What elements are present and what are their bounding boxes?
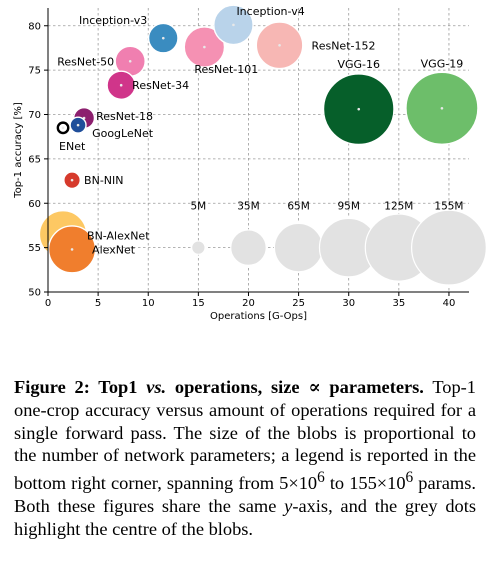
x-tick-label: 40 xyxy=(443,298,456,309)
caption-italic-y: y xyxy=(284,496,293,517)
y-tick-label: 60 xyxy=(28,199,41,210)
caption-body-2: to 155×10 xyxy=(324,473,406,494)
caption-exponent-1: 6 xyxy=(317,469,325,487)
legend-blob xyxy=(273,222,324,273)
x-tick-label: 20 xyxy=(242,298,255,309)
size-legend: 5M 35M 65M 95M 125M 155M xyxy=(190,201,487,286)
caption-title-vs: vs. xyxy=(146,377,167,397)
blob-centre-dot xyxy=(61,126,65,130)
caption-title-part1: Top1 xyxy=(98,377,147,397)
x-axis-title: Operations [G-Ops] xyxy=(210,311,307,322)
blob-label: Inception-v3 xyxy=(79,14,147,27)
blob-label: ResNet-18 xyxy=(96,110,153,123)
blob-label: ResNet-152 xyxy=(312,39,376,52)
blob-label: Inception-v4 xyxy=(236,5,304,18)
blob-centre-dot xyxy=(119,83,123,87)
blob-label: ENet xyxy=(59,140,86,153)
caption-figure-number: Figure 2: xyxy=(14,377,99,397)
blob-label: GoogLeNet xyxy=(92,127,154,140)
blobs xyxy=(38,4,479,274)
figure-caption: Figure 2: Top1 vs. operations, size ∝ pa… xyxy=(14,376,476,541)
caption-body-4: -axis, and the grey dots highlight the c… xyxy=(14,496,477,539)
labels: Inception-v4 Inception-v3 ResNet-152 ResNet… xyxy=(57,5,463,257)
chart: 5M 35M 65M 95M 125M 155M 0 5 10 15 20 25 30 35 40 50 55… xyxy=(13,4,487,322)
x-tick-label: 5 xyxy=(95,298,101,309)
legend-label: 35M xyxy=(237,201,259,213)
legend-label: 155M xyxy=(434,201,463,213)
blob-centre-dot xyxy=(76,123,80,127)
blob-label: BN-NIN xyxy=(84,174,123,187)
y-tick-label: 55 xyxy=(28,243,41,254)
legend-label: 95M xyxy=(338,201,360,213)
blob-label: VGG-19 xyxy=(421,57,464,70)
blob-label: AlexNet xyxy=(92,243,136,256)
y-tick-label: 75 xyxy=(28,66,41,77)
blob-centre-dot xyxy=(440,106,444,110)
caption-exponent-2: 6 xyxy=(405,469,414,487)
legend-blob xyxy=(411,209,487,286)
x-tick-label: 15 xyxy=(192,298,205,309)
blob-centre-dot xyxy=(70,248,74,251)
blob-label: ResNet-101 xyxy=(194,63,258,76)
legend-label: 5M xyxy=(190,201,206,213)
y-tick-label: 65 xyxy=(28,154,41,165)
x-tick-label: 10 xyxy=(142,298,155,309)
blob-centre-dot xyxy=(232,23,235,27)
y-axis-title: Top-1 accuracy [%] xyxy=(13,102,24,199)
x-tick-label: 35 xyxy=(392,298,405,309)
blob-label: BN-AlexNet xyxy=(87,229,150,242)
caption-title-part2: operations, size ∝ parameters. xyxy=(166,377,424,397)
y-tick-label: 70 xyxy=(28,110,41,121)
legend-label: 125M xyxy=(384,201,413,213)
blob-centre-dot xyxy=(203,45,206,49)
caption-body-1: Top-1 one-crop accuracy versus amount of… xyxy=(14,377,476,494)
axes: 0 5 10 15 20 25 30 35 40 50 55 60 65 70 75 80 Operations… xyxy=(13,8,469,322)
blob-centre-dot xyxy=(70,178,74,182)
blob-label: ResNet-50 xyxy=(57,55,114,68)
x-tick-label: 0 xyxy=(45,298,51,309)
scatter-plot: 5M 35M 65M 95M 125M 155M 0 5 10 15 20 25 30 35 40 50 55… xyxy=(13,4,487,322)
blob-label: ResNet-34 xyxy=(132,79,189,92)
caption-body-3: params. Both these figures share the sam… xyxy=(14,473,476,517)
legend-blob xyxy=(230,229,267,266)
y-tick-label: 80 xyxy=(28,21,41,32)
x-tick-label: 25 xyxy=(292,298,305,309)
blob-centre-dot xyxy=(357,107,361,111)
blob-centre-dot xyxy=(161,36,165,40)
legend-blob xyxy=(191,240,206,255)
blob-centre-dot xyxy=(128,59,132,63)
blob-label: VGG-16 xyxy=(337,58,380,71)
y-tick-label: 50 xyxy=(28,288,41,299)
blob-centre-dot xyxy=(278,43,281,47)
legend-label: 65M xyxy=(287,201,309,213)
x-tick-label: 30 xyxy=(342,298,355,309)
grid xyxy=(48,8,469,292)
